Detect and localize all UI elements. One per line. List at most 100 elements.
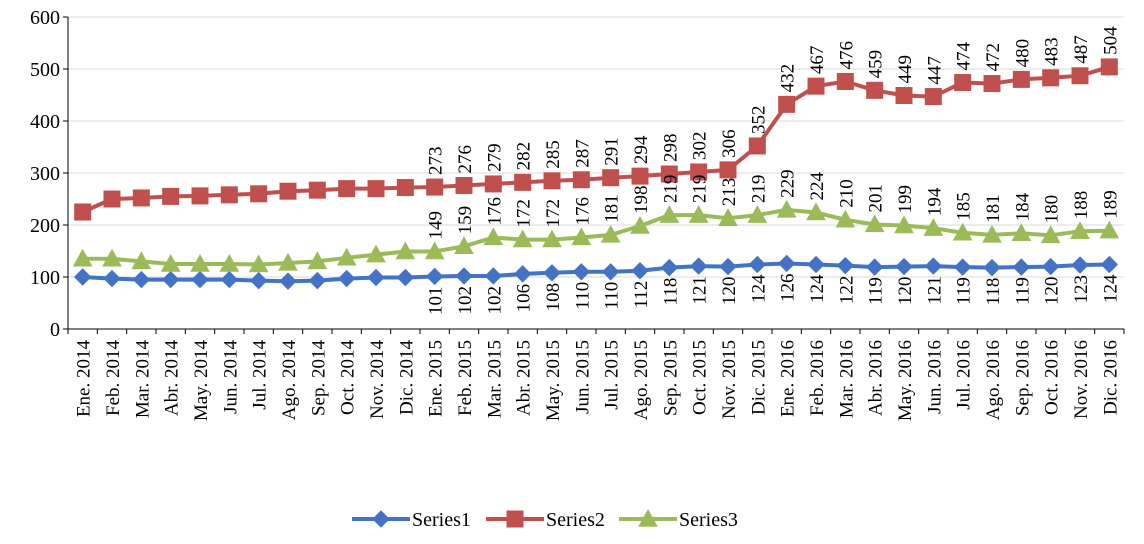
data-label: 102 (484, 286, 505, 315)
point-series3 (923, 218, 944, 236)
data-label: 210 (836, 179, 857, 208)
data-label: 120 (895, 277, 916, 306)
data-label: 121 (924, 276, 945, 305)
point-series2 (191, 187, 209, 205)
gridlines (68, 16, 1124, 278)
point-series3 (307, 251, 328, 270)
point-series3 (366, 244, 386, 263)
x-tick-label: Oct. 2016 (1042, 340, 1063, 415)
x-tick-label: Jun. 2016 (924, 340, 945, 414)
point-series3 (630, 216, 650, 234)
point-series1 (660, 258, 679, 277)
point-series2 (895, 87, 913, 105)
point-series1 (132, 270, 151, 289)
point-series2 (426, 178, 444, 196)
point-series1 (513, 265, 532, 283)
point-series3 (835, 209, 856, 228)
x-tick-label: Feb. 2015 (455, 340, 476, 416)
data-label: 194 (924, 187, 945, 216)
point-series3 (864, 214, 885, 233)
point-series1 (631, 262, 649, 280)
x-tick-label: Ago. 2016 (983, 340, 1004, 420)
data-label: 279 (484, 143, 505, 172)
point-series1 (719, 257, 737, 276)
data-label: 198 (631, 186, 652, 215)
point-series2 (983, 75, 1001, 93)
point-series3 (395, 241, 416, 260)
data-label: 110 (602, 282, 623, 310)
x-tick-label: Abr. 2015 (514, 340, 535, 416)
x-tick-label: Mar. 2015 (484, 340, 505, 418)
point-series2 (660, 165, 678, 183)
point-series2 (74, 203, 92, 221)
point-series1 (308, 271, 327, 290)
data-label: 199 (895, 185, 916, 214)
data-label: 120 (719, 277, 740, 306)
x-tick-label: Ene. 2014 (74, 340, 95, 418)
point-series2 (279, 182, 297, 200)
x-tick-label: Dic. 2015 (748, 340, 769, 415)
data-label: 181 (602, 194, 623, 223)
point-series1 (1071, 256, 1089, 274)
x-tick-label: Ago. 2014 (279, 340, 300, 421)
point-series1 (572, 263, 591, 281)
data-label: 119 (1012, 277, 1033, 305)
point-series1 (748, 255, 767, 274)
data-label: 282 (514, 142, 535, 171)
point-series2 (162, 187, 180, 205)
data-label: 480 (1012, 39, 1033, 68)
x-tick-label: Sep. 2014 (308, 340, 329, 417)
point-series2 (132, 189, 150, 207)
point-series1 (220, 270, 239, 289)
data-label: 298 (660, 134, 681, 163)
point-series3 (1011, 223, 1032, 242)
x-tick-label: Nov. 2015 (719, 340, 740, 419)
legend-label-series2: Series2 (546, 509, 605, 531)
point-series1 (73, 268, 92, 286)
legend-marker-series2 (506, 510, 524, 528)
data-label: 188 (1071, 191, 1092, 220)
point-series3 (571, 227, 592, 246)
y-tick-label: 200 (30, 215, 60, 237)
point-series3 (1099, 220, 1120, 239)
y-tick-label: 0 (50, 319, 60, 341)
x-tick-label: Jul. 2014 (250, 340, 271, 410)
point-series1 (455, 267, 473, 285)
data-label: 118 (983, 278, 1004, 306)
point-series1 (1100, 255, 1119, 274)
point-series2 (690, 163, 708, 181)
point-series2 (367, 180, 385, 198)
data-label: 108 (543, 283, 564, 312)
y-axis-tick-labels: 0 100 200 300 400 500 600 (30, 7, 60, 341)
data-label: 189 (1100, 190, 1121, 219)
data-label: 124 (807, 274, 828, 303)
point-series2 (484, 175, 502, 193)
point-series2 (338, 180, 356, 198)
data-label: 352 (748, 105, 769, 134)
data-label: 185 (954, 192, 975, 221)
point-series3 (190, 253, 210, 272)
point-series1 (543, 264, 561, 282)
x-tick-label: Nov. 2016 (1071, 340, 1092, 419)
data-label: 102 (455, 286, 476, 315)
point-series2 (1012, 70, 1030, 88)
point-series3 (219, 253, 240, 272)
point-series3 (483, 227, 504, 246)
data-label: 120 (1042, 277, 1063, 306)
data-label: 285 (543, 140, 564, 169)
point-series3 (1040, 225, 1061, 244)
point-series3 (894, 215, 914, 234)
point-series3 (776, 199, 797, 218)
data-label: 273 (426, 147, 447, 176)
point-series1 (983, 258, 1001, 277)
axes (63, 16, 1125, 334)
point-series2 (543, 172, 561, 190)
data-label: 219 (660, 175, 681, 204)
point-series2 (1071, 67, 1089, 85)
point-series1 (337, 269, 356, 288)
point-series2 (572, 171, 590, 189)
x-tick-label: Ene. 2015 (426, 340, 447, 417)
point-series3 (806, 202, 826, 221)
point-series2 (455, 176, 473, 194)
point-series2 (807, 77, 825, 95)
